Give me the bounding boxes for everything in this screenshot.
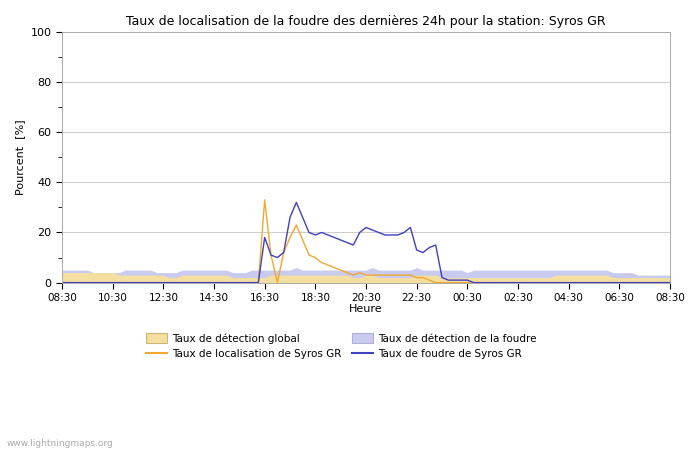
X-axis label: Heure: Heure: [349, 305, 383, 315]
Legend: Taux de détection global, Taux de localisation de Syros GR, Taux de détection de: Taux de détection global, Taux de locali…: [146, 333, 537, 359]
Y-axis label: Pourcent  [%]: Pourcent [%]: [15, 119, 25, 195]
Text: www.lightningmaps.org: www.lightningmaps.org: [7, 439, 113, 448]
Title: Taux de localisation de la foudre des dernières 24h pour la station: Syros GR: Taux de localisation de la foudre des de…: [126, 15, 606, 28]
